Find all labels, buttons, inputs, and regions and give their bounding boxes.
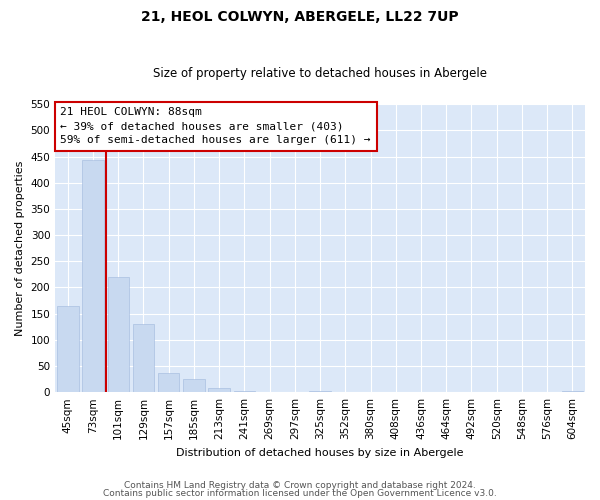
X-axis label: Distribution of detached houses by size in Abergele: Distribution of detached houses by size …	[176, 448, 464, 458]
Title: Size of property relative to detached houses in Abergele: Size of property relative to detached ho…	[153, 66, 487, 80]
Bar	[158, 373, 179, 392]
Text: Contains public sector information licensed under the Open Government Licence v3: Contains public sector information licen…	[103, 488, 497, 498]
Text: 21 HEOL COLWYN: 88sqm
← 39% of detached houses are smaller (403)
59% of semi-det: 21 HEOL COLWYN: 88sqm ← 39% of detached …	[61, 107, 371, 145]
Text: 21, HEOL COLWYN, ABERGELE, LL22 7UP: 21, HEOL COLWYN, ABERGELE, LL22 7UP	[141, 10, 459, 24]
Y-axis label: Number of detached properties: Number of detached properties	[15, 160, 25, 336]
Bar	[82, 160, 104, 392]
Text: Contains HM Land Registry data © Crown copyright and database right 2024.: Contains HM Land Registry data © Crown c…	[124, 481, 476, 490]
Bar	[183, 379, 205, 392]
Bar	[310, 391, 331, 392]
Bar	[107, 277, 129, 392]
Bar	[562, 391, 583, 392]
Bar	[233, 391, 255, 392]
Bar	[133, 324, 154, 392]
Bar	[57, 306, 79, 392]
Bar	[208, 388, 230, 392]
